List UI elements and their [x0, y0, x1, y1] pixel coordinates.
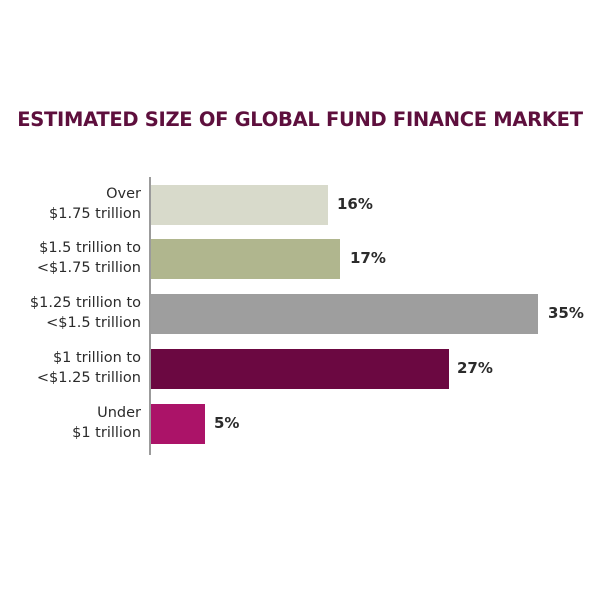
y-axis-line	[149, 177, 151, 455]
bar	[151, 185, 328, 225]
value-label: 17%	[350, 249, 386, 267]
category-label-line1: $1.25 trillion to	[29, 295, 141, 311]
category-label-line1: $1 trillion to	[52, 350, 141, 366]
value-label: 35%	[548, 304, 584, 322]
chart-title: ESTIMATED SIZE OF GLOBAL FUND FINANCE MA…	[17, 108, 583, 131]
bar	[151, 404, 205, 444]
category-label: $1 trillion to <$1.25 trillion	[37, 348, 141, 388]
category-label: $1.5 trillion to <$1.75 trillion	[37, 238, 141, 278]
category-label-line2: <$1.25 trillion	[36, 370, 141, 386]
bar	[151, 294, 538, 334]
bar-row: Over $1.75 trillion 16%	[0, 185, 600, 225]
bar	[151, 239, 340, 279]
bar-row: $1.5 trillion to <$1.75 trillion 17%	[0, 239, 600, 279]
value-label: 27%	[457, 359, 493, 377]
category-label: Under $1 trillion	[72, 403, 141, 443]
category-label: $1.25 trillion to <$1.5 trillion	[30, 293, 141, 333]
category-label-line2: $1.75 trillion	[49, 206, 141, 222]
category-label-line2: <$1.5 trillion	[46, 315, 141, 331]
bar-row: $1.25 trillion to <$1.5 trillion 35%	[0, 294, 600, 334]
bar	[151, 349, 449, 389]
category-label-line1: Over	[106, 186, 141, 202]
category-label-line2: $1 trillion	[72, 425, 141, 441]
value-label: 5%	[214, 414, 240, 432]
category-label: Over $1.75 trillion	[49, 184, 141, 224]
bar-row: $1 trillion to <$1.25 trillion 27%	[0, 349, 600, 389]
bar-row: Under $1 trillion 5%	[0, 404, 600, 444]
category-label-line2: <$1.75 trillion	[36, 260, 141, 276]
category-label-line1: Under	[97, 405, 141, 421]
category-label-line1: $1.5 trillion to	[39, 240, 141, 256]
value-label: 16%	[337, 195, 373, 213]
